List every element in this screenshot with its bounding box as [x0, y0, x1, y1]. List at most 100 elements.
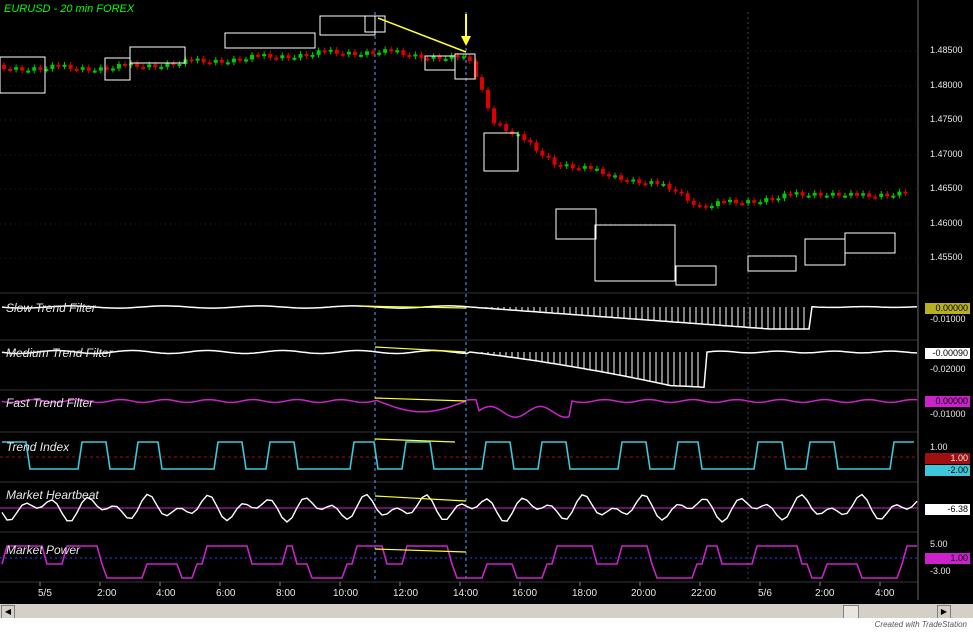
candle-body — [534, 142, 539, 151]
candle-body — [770, 198, 775, 201]
heartbeat-trend-line — [374, 495, 467, 502]
candle-body — [401, 50, 406, 56]
candle-body — [256, 54, 261, 57]
candle-body — [110, 68, 115, 71]
candle-body — [153, 64, 158, 68]
consolidation-box — [104, 57, 131, 81]
fast-axis-tick: -0.01000 — [930, 409, 966, 419]
horizontal-scrollbar[interactable]: ◀ ▶ — [0, 604, 973, 619]
candle-body — [201, 58, 206, 63]
fast-trend-line — [374, 397, 467, 402]
medium-value-badge: -0.00090 — [925, 348, 970, 359]
candle-body — [540, 150, 545, 156]
candle-body — [691, 200, 696, 205]
candle-body — [806, 195, 811, 198]
candle-body — [86, 67, 91, 71]
candle-body — [8, 68, 13, 71]
price-tick: 1.45500 — [930, 252, 963, 262]
candle-body — [268, 54, 273, 58]
time-tick: 2:00 — [815, 588, 835, 599]
candle-body — [607, 174, 611, 177]
candle-body — [903, 191, 908, 194]
candle-body — [703, 205, 708, 208]
candle-body — [528, 140, 533, 143]
consolidation-box — [675, 265, 717, 286]
candle-body — [244, 59, 248, 62]
time-tick: 4:00 — [875, 588, 895, 599]
panel-title-power: Market Power — [6, 543, 81, 557]
candle-body — [836, 192, 841, 196]
price-tick: 1.46500 — [930, 183, 963, 193]
scroll-right-arrow-icon[interactable]: ▶ — [937, 605, 951, 619]
panel-title-trend-index: Trend Index — [6, 440, 70, 454]
candle-body — [558, 164, 563, 167]
consolidation-box — [594, 224, 676, 282]
scroll-left-arrow-icon[interactable]: ◀ — [1, 605, 15, 619]
candle-body — [104, 67, 109, 70]
scroll-thumb[interactable] — [843, 605, 859, 619]
candle-body — [413, 54, 418, 57]
chart-canvas[interactable] — [0, 0, 973, 604]
price-tick: 1.48500 — [930, 45, 963, 55]
candle-body — [225, 62, 230, 65]
candle-body — [498, 123, 503, 126]
candle-body — [237, 58, 242, 61]
candle-body — [685, 193, 690, 201]
candle-body — [407, 55, 412, 58]
candle-body — [782, 193, 787, 199]
time-tick: 14:00 — [453, 588, 479, 599]
consolidation-box — [364, 15, 386, 33]
candle-body — [673, 189, 678, 192]
trend-index-bottom-badge: -2.00 — [925, 465, 970, 476]
candle-body — [189, 59, 194, 62]
consolidation-box — [0, 56, 46, 94]
candle-body — [371, 51, 376, 54]
candle-body — [600, 168, 605, 175]
candle-body — [334, 49, 339, 54]
candle-body — [123, 63, 127, 66]
candle-body — [582, 165, 587, 169]
candle-body — [141, 66, 146, 69]
candle-body — [594, 168, 599, 171]
medium-filter-line — [1, 349, 918, 388]
candle-body — [830, 192, 835, 196]
time-tick: 12:00 — [393, 588, 419, 599]
candle-body — [56, 64, 61, 67]
time-tick: 10:00 — [333, 588, 359, 599]
candle-body — [661, 183, 666, 186]
candle-body — [504, 124, 509, 131]
candle-body — [842, 195, 847, 198]
candle-body — [564, 164, 569, 167]
candle-body — [50, 64, 55, 69]
candle-body — [467, 56, 472, 62]
candle-body — [455, 55, 460, 58]
time-tick: 2:00 — [97, 588, 117, 599]
candle-body — [849, 192, 853, 196]
footer-bar: Created with TradeStation — [0, 618, 973, 633]
candle-body — [340, 53, 345, 56]
candle-body — [32, 67, 37, 71]
candle-body — [776, 198, 781, 201]
heartbeat-value-badge: -6.38 — [925, 504, 970, 515]
candle-body — [286, 55, 291, 59]
candle-body — [588, 165, 593, 169]
candle-body — [92, 70, 97, 73]
time-tick: 20:00 — [631, 588, 657, 599]
candle-body — [740, 203, 745, 206]
candle-body — [461, 56, 466, 59]
power-trend-line — [374, 548, 467, 553]
candle-body — [867, 193, 872, 197]
consolidation-box — [483, 132, 519, 172]
candle-body — [62, 64, 67, 67]
candle-body — [116, 63, 121, 69]
consolidation-box — [224, 32, 316, 49]
fast-filter-line — [1, 398, 918, 418]
symbol-title: EURUSD - 20 min FOREX — [4, 3, 135, 15]
panel-title-medium: Medium Trend Filter — [6, 346, 113, 360]
candle-body — [885, 193, 890, 197]
price-tick: 1.46000 — [930, 218, 963, 228]
candle-body — [377, 52, 382, 55]
candle-body — [38, 67, 43, 70]
candle-body — [14, 67, 19, 70]
